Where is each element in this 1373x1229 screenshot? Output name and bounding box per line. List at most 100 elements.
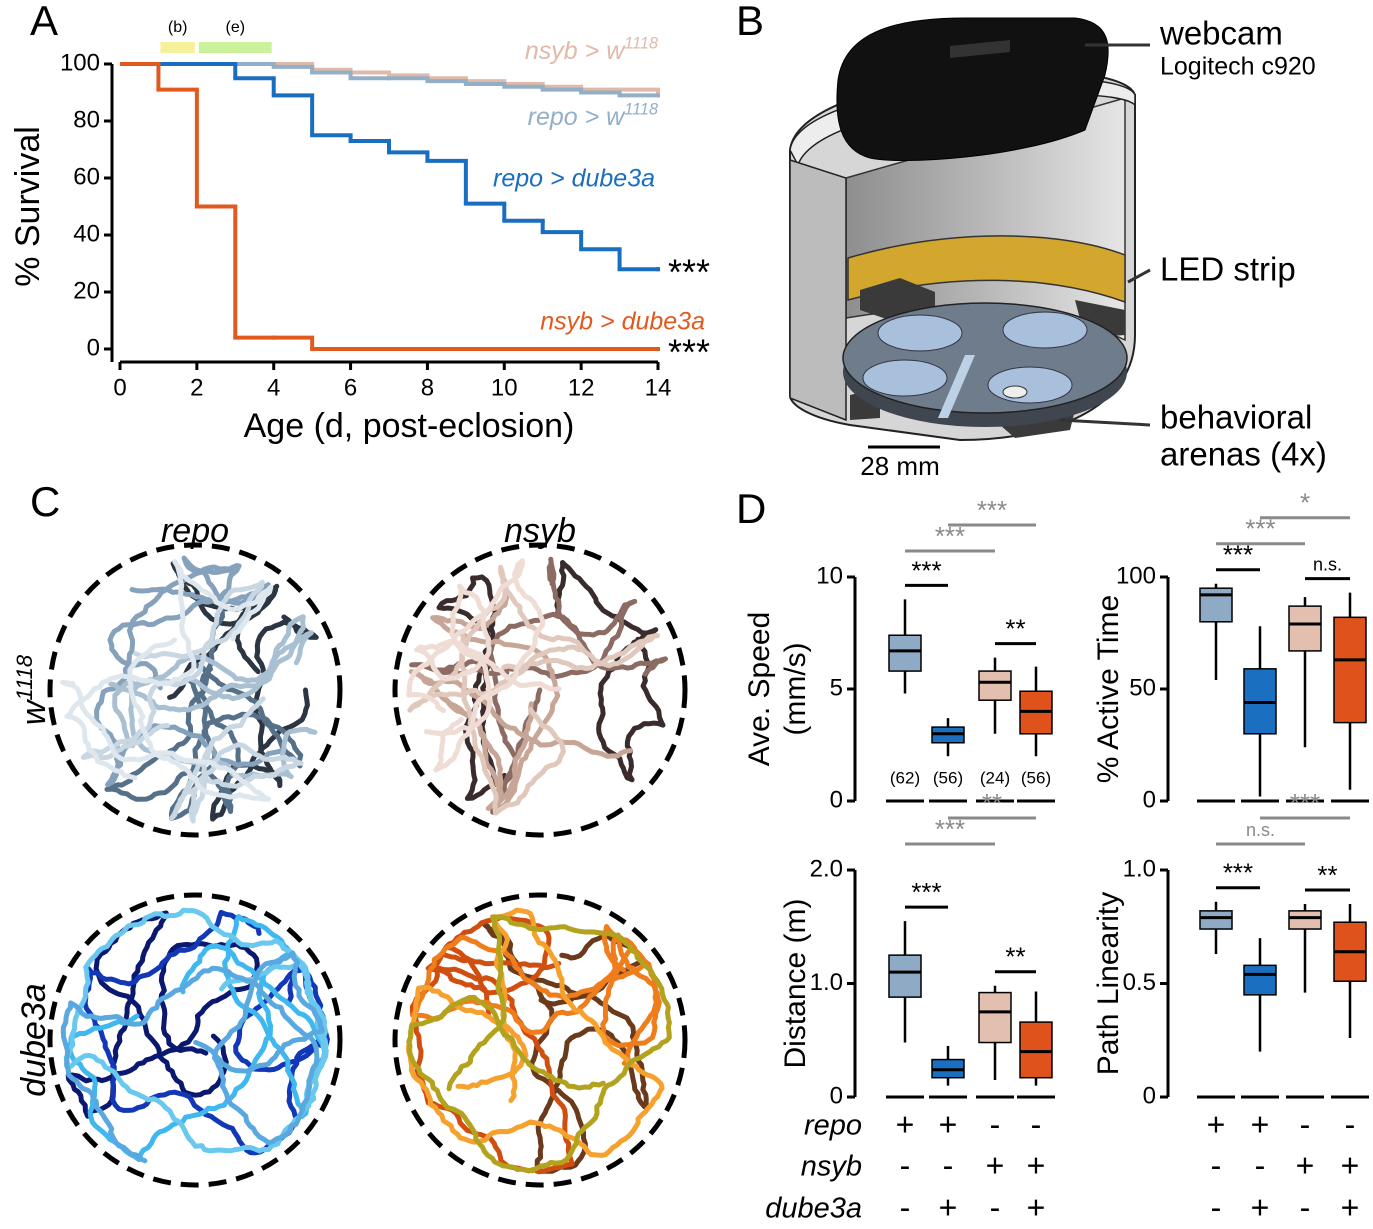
genotype-mark: - (1211, 1189, 1222, 1225)
genotype-label: dube3a (765, 1193, 862, 1225)
genotype-mark: + (986, 1147, 1005, 1183)
trajectory (554, 559, 666, 783)
period (198, 42, 272, 53)
trajectory (60, 950, 325, 1164)
trajectory (64, 559, 274, 781)
box (1333, 616, 1367, 724)
trajectory (436, 574, 507, 801)
box (1288, 605, 1322, 652)
x-axis-label: Age (d, post-eclosion) (244, 407, 575, 445)
y-axis-label: Ave. Speed (743, 612, 776, 767)
series (120, 62, 660, 98)
trajectory (459, 564, 586, 816)
arena-outline (392, 542, 688, 838)
panel-label: B (736, 0, 764, 44)
box (978, 670, 1012, 701)
significance: *** (668, 332, 710, 373)
series (120, 62, 660, 351)
y-tick-label: 0 (87, 334, 100, 361)
bracket-label: * (1300, 488, 1310, 518)
genotype-mark: + (939, 1189, 958, 1225)
trajectory-cell (406, 556, 669, 816)
x-tick-label: 14 (645, 374, 672, 401)
genotype-mark: + (1027, 1147, 1046, 1183)
x-tick-label: 2 (190, 374, 203, 401)
y-axis-label: % Active Time (1092, 595, 1125, 783)
genotype-mark: - (1345, 1106, 1356, 1142)
trajectory (414, 583, 562, 737)
bracket-label: n.s. (1313, 554, 1342, 574)
genotype-label: nsyb (801, 1151, 862, 1183)
trajectory-cell (60, 907, 330, 1164)
trajectory (406, 914, 672, 1174)
series-label: repo > w1118 (528, 101, 658, 131)
y-tick-label: 2.0 (810, 855, 843, 882)
genotype-mark: + (1251, 1106, 1270, 1142)
bracket-label: *** (1290, 788, 1320, 818)
y-tick-label: 20 (73, 277, 100, 304)
panel-label: A (30, 0, 58, 44)
bracket-label: *** (911, 555, 941, 585)
apparatus (789, 17, 1151, 449)
n-label: (62) (890, 768, 920, 787)
arena-outline (47, 542, 343, 838)
panel-label: C (30, 478, 60, 525)
y-tick-label: 40 (73, 220, 100, 247)
y-tick-label: 1.0 (810, 969, 843, 996)
y-tick-label: 1.0 (1123, 855, 1156, 882)
trajectory (107, 555, 271, 691)
y-axis-label: Distance (m) (779, 898, 812, 1068)
trajectory (406, 558, 546, 773)
series-label: nsyb > dube3a (540, 308, 705, 336)
genotype-mark: + (1207, 1106, 1226, 1142)
trajectory (104, 608, 241, 814)
trajectory (80, 579, 265, 761)
genotype-mark: + (1027, 1189, 1046, 1225)
genotype-mark: - (1300, 1106, 1311, 1142)
y-tick-label: 0.5 (1123, 969, 1156, 996)
arena-outline (47, 892, 343, 1188)
bracket-label: ** (982, 788, 1002, 818)
box (978, 991, 1012, 1044)
genotype-mark: - (943, 1147, 954, 1183)
genotype-mark: - (900, 1147, 911, 1183)
genotype-mark: - (900, 1189, 911, 1225)
genotype-mark: + (1251, 1189, 1270, 1225)
x-tick-label: 6 (344, 374, 357, 401)
trajectory-cell (406, 907, 672, 1175)
box (888, 954, 922, 998)
y-tick-label: 0 (1143, 786, 1156, 813)
trajectory (66, 913, 328, 1163)
bracket-label: ** (1005, 942, 1025, 972)
x-tick-label: 0 (113, 374, 126, 401)
y-tick-label: 100 (1116, 562, 1156, 589)
y-tick-label: 0 (1143, 1082, 1156, 1109)
diagram-label: arenas (4x) (1160, 436, 1327, 473)
series-label: nsyb > w1118 (525, 35, 658, 65)
trajectory (409, 924, 662, 1066)
trajectory-cell (60, 555, 319, 824)
genotype-mark: - (990, 1189, 1001, 1225)
box (1199, 587, 1233, 623)
row-label: dube3a (15, 983, 53, 1096)
scale-label: 28 mm (860, 451, 939, 481)
arena-outline (392, 892, 688, 1188)
y-axis-label: % Survival (9, 126, 47, 287)
diagram-label: webcam (1159, 15, 1283, 52)
row-label: w1118 (12, 654, 53, 725)
box (888, 634, 922, 672)
y-tick-label: 100 (60, 49, 100, 76)
diagram-label: behavioral (1160, 399, 1312, 436)
genotype-mark: + (896, 1106, 915, 1142)
x-tick-label: 12 (568, 374, 595, 401)
series-label: repo > dube3a (493, 165, 655, 193)
y-tick-label: 50 (1129, 674, 1156, 701)
genotype-mark: - (1211, 1147, 1222, 1183)
genotype-mark: + (939, 1106, 958, 1142)
genotype-label: repo (804, 1110, 862, 1142)
box (1019, 1021, 1053, 1079)
y-tick-label: 0 (830, 1082, 843, 1109)
diagram-label: LED strip (1160, 251, 1296, 288)
n-label: (24) (980, 768, 1010, 787)
